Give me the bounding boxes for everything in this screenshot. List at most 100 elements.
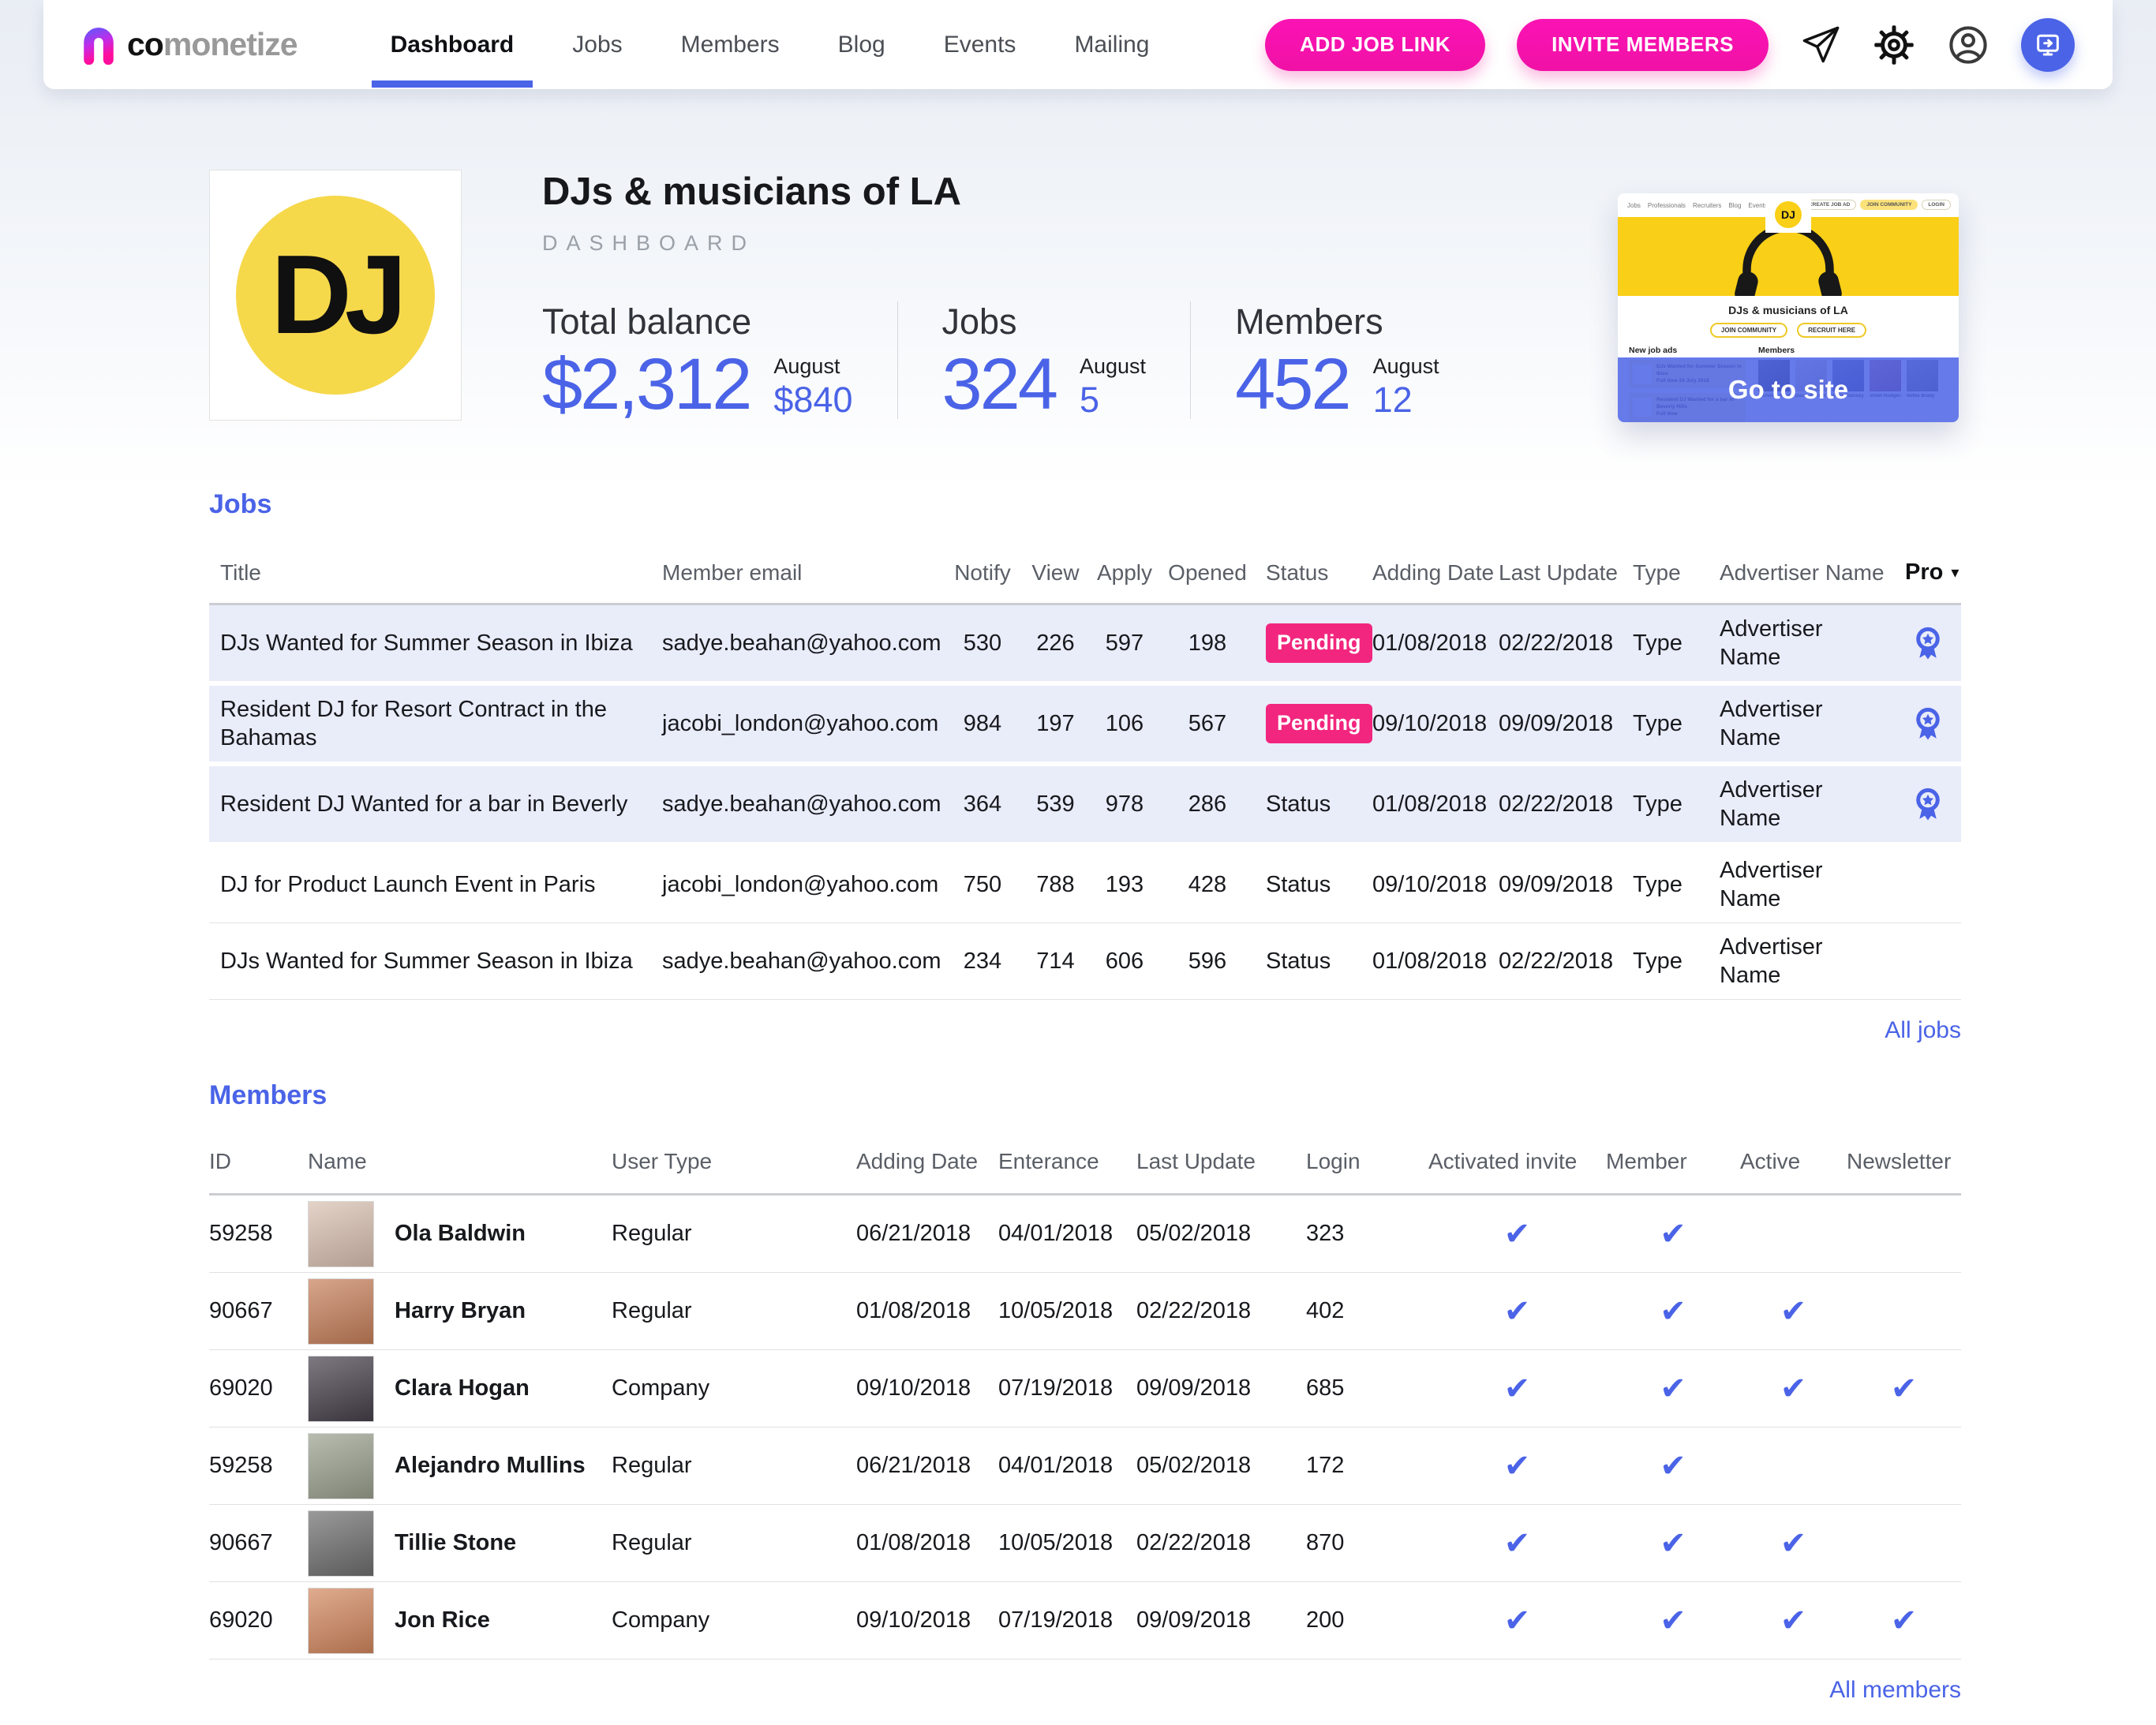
site-preview-card[interactable]: Jobs Professionals Recruiters Blog Events CR… [1618,193,1959,422]
stat-period: August $840 [773,354,852,419]
stat-label: Members [1235,301,1383,342]
nav-item-dashboard[interactable]: Dashboard [371,31,533,88]
stat-total-balance: Total balance $2,312 August $840 [542,301,853,421]
enterance-date: 07/19/2018 [998,1375,1114,1401]
user-type: Regular [612,1453,692,1478]
nav-item-blog[interactable]: Blog [837,31,885,58]
login-count: 870 [1306,1530,1345,1555]
status-cell: Status [1266,871,1331,897]
adding-date: 06/21/2018 [856,1453,971,1478]
gear-icon[interactable] [1873,24,1915,66]
nav-item-events[interactable]: Events [943,31,1016,58]
members-col-enterance: Enterance [998,1149,1099,1173]
table-row[interactable]: 69020 Clara Hogan Company 09/10/2018 07/19/2… [209,1350,1961,1428]
go-to-site-overlay[interactable]: Go to site [1618,357,1959,422]
table-row[interactable]: Resident DJ Wanted for a bar in Beverly s… [209,766,1961,842]
jobs-table-body: DJs Wanted for Summer Season in Ibiza sad… [209,605,1961,1000]
table-row[interactable]: DJs Wanted for Summer Season in Ibiza sad… [209,923,1961,1000]
nav-item-jobs[interactable]: Jobs [572,31,623,58]
jobs-section-title: Jobs [209,489,272,519]
jobs-col-title: Title [220,560,261,585]
adding-date: 01/08/2018 [1372,630,1488,656]
preview-nav-link: Events [1748,201,1768,209]
app-logo[interactable]: comonetize [81,25,298,65]
avatar [308,1355,374,1422]
enterance-date: 04/01/2018 [998,1453,1114,1478]
adding-date: 09/10/2018 [856,1607,971,1633]
enterance-date: 10/05/2018 [998,1530,1114,1555]
members-col-active: Active [1740,1149,1801,1173]
member-name: Jon Rice [395,1607,490,1633]
pro-ribbon-icon [1894,625,1961,661]
member-name-cell: Tillie Stone [308,1510,612,1577]
activated-invite-check: ✔ [1503,1371,1531,1406]
newsletter-check: ✔ [1890,1371,1918,1406]
login-count: 402 [1306,1298,1345,1323]
advertiser-name: Advertiser Name [1720,696,1823,750]
pro-ribbon-icon [1894,786,1961,822]
last-update: 02/22/2018 [1499,791,1614,817]
stat-period: August 12 [1373,354,1439,419]
advertiser-name: Advertiser Name [1720,776,1823,831]
stat-divider [896,301,898,420]
table-row[interactable]: 90667 Tillie Stone Regular 01/08/2018 10/05/… [209,1505,1961,1582]
adding-date: 09/10/2018 [856,1375,971,1401]
jobs-col-pro[interactable]: Pro ▾ [1894,559,1961,586]
table-row[interactable]: 59258 Alejandro Mullins Regular 06/21/2018 0… [209,1428,1961,1505]
stat-value-row: 452 August 12 [1235,348,1439,421]
invite-members-button[interactable]: INVITE MEMBERS [1517,18,1769,71]
stat-period: August 5 [1080,354,1146,419]
all-members-link[interactable]: All members [1829,1677,1961,1703]
paper-plane-icon[interactable] [1800,24,1841,65]
table-row[interactable]: DJs Wanted for Summer Season in Ibiza sad… [209,605,1961,681]
logo-text: comonetize [127,26,298,63]
notify-count: 750 [963,871,1002,897]
user-type: Regular [612,1221,692,1246]
activated-invite-check: ✔ [1503,1525,1531,1561]
go-to-site-icon[interactable] [2021,17,2075,72]
member-name-cell: Alejandro Mullins [308,1432,612,1499]
last-update: 02/22/2018 [1136,1298,1252,1323]
member-id: 69020 [209,1375,273,1401]
member-name: Ola Baldwin [395,1221,526,1246]
activated-invite-check: ✔ [1503,1216,1531,1252]
enterance-date: 07/19/2018 [998,1607,1114,1633]
apply-count: 978 [1105,791,1144,817]
view-count: 788 [1036,871,1075,897]
member-name: Tillie Stone [395,1530,517,1555]
member-check: ✔ [1660,1525,1686,1561]
nav-item-mailing[interactable]: Mailing [1074,31,1150,58]
table-row[interactable]: 69020 Jon Rice Company 09/10/2018 07/19/2018… [209,1582,1961,1660]
apply-count: 597 [1105,630,1144,656]
table-row[interactable]: 59258 Ola Baldwin Regular 06/21/2018 04/01/2… [209,1196,1961,1273]
stat-members: Members 452 August 12 [1235,301,1439,421]
activated-invite-check: ✔ [1503,1448,1531,1484]
activated-invite-check: ✔ [1503,1603,1531,1638]
add-job-link-button[interactable]: ADD JOB LINK [1265,18,1486,71]
members-section: Members ID Name User Type Adding Date Entera… [209,1080,1961,1704]
opened-count: 567 [1188,710,1227,736]
preview-members-section-title: Members [1758,346,1795,355]
notify-count: 530 [963,630,1002,656]
status-cell: Pending [1255,704,1372,743]
members-col-last-update: Last Update [1136,1149,1256,1173]
stat-jobs: Jobs 324 August 5 [942,301,1147,421]
last-update: 02/22/2018 [1499,630,1614,656]
job-title: DJs Wanted for Summer Season in Ibiza [220,630,633,656]
table-row[interactable]: DJ for Product Launch Event in Paris jaco… [209,847,1961,923]
nav-item-members[interactable]: Members [680,31,780,58]
stat-period-label: August [1372,354,1439,379]
adding-date: 01/08/2018 [1372,791,1488,817]
profile-icon[interactable] [1947,24,1989,66]
active-check: ✔ [1780,1525,1807,1561]
last-update: 05/02/2018 [1136,1221,1252,1246]
preview-nav-link: Jobs [1627,201,1641,209]
member-check: ✔ [1660,1448,1686,1484]
stat-label: Total balance [542,301,752,342]
table-row[interactable]: Resident DJ for Resort Contract in the B… [209,686,1961,761]
preview-site-title: DJs & musicians of LA [1728,304,1848,316]
preview-cta-button: JOIN COMMUNITY [1709,323,1788,338]
stat-value-row: $2,312 August $840 [542,348,853,421]
table-row[interactable]: 90667 Harry Bryan Regular 01/08/2018 10/05/2… [209,1273,1961,1350]
all-jobs-link[interactable]: All jobs [1885,1017,1961,1043]
